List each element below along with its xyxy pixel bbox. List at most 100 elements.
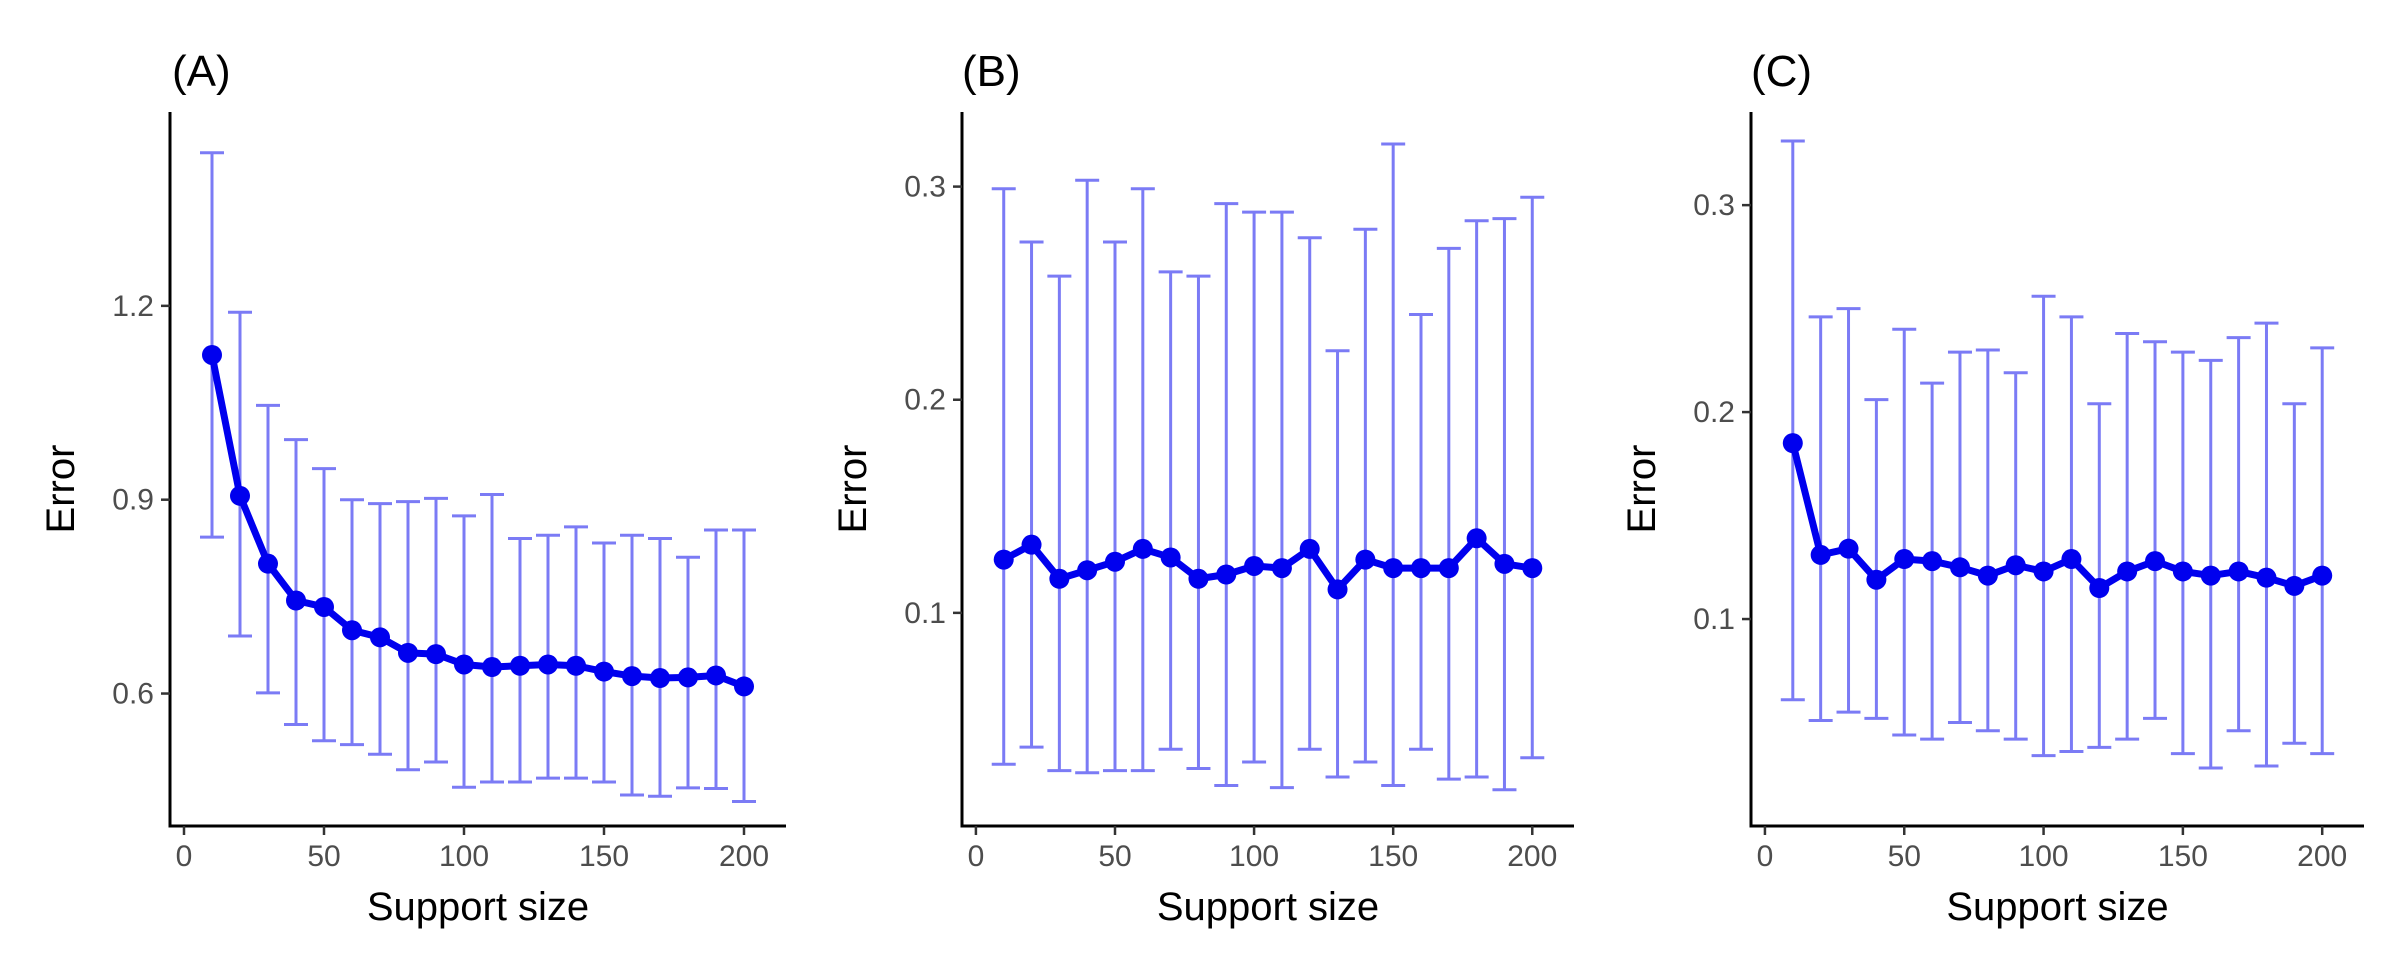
error-bar bbox=[1130, 187, 1155, 773]
y-axis-title: Error bbox=[39, 445, 83, 534]
panel-label: (C) bbox=[1751, 47, 1812, 96]
error-bar bbox=[1864, 398, 1889, 720]
data-point bbox=[342, 620, 362, 641]
data-point bbox=[2005, 555, 2026, 576]
data-point bbox=[482, 657, 502, 678]
error-bar bbox=[1186, 274, 1211, 770]
data-point bbox=[510, 655, 530, 676]
data-point bbox=[1411, 558, 1431, 579]
data-point bbox=[1977, 565, 1998, 586]
data-point bbox=[566, 655, 586, 676]
data-point bbox=[1949, 557, 1970, 578]
chart-panel-1: (B) 0 50 100 150 200 0.1 0.2 0.3 Support size Erro… bbox=[831, 47, 1574, 929]
y-tick-label: 0.6 bbox=[112, 678, 154, 711]
data-point bbox=[2284, 575, 2305, 596]
data-point bbox=[1188, 568, 1209, 589]
error-bar bbox=[480, 493, 504, 784]
error-bar bbox=[452, 514, 476, 789]
data-point bbox=[398, 642, 418, 663]
data-point bbox=[1160, 547, 1181, 568]
data-point bbox=[2200, 565, 2221, 586]
data-point bbox=[1494, 553, 1515, 574]
data-point bbox=[1522, 558, 1543, 579]
error-bar bbox=[1836, 307, 1861, 714]
error-bar bbox=[648, 536, 672, 798]
y-tick-label: 0.3 bbox=[1693, 189, 1735, 222]
data-point bbox=[594, 661, 614, 682]
data-point bbox=[2228, 561, 2249, 582]
data-point bbox=[2172, 561, 2193, 582]
data-point bbox=[370, 627, 390, 648]
error-bar bbox=[2310, 346, 2335, 756]
data-point bbox=[622, 666, 642, 687]
error-bar bbox=[1158, 270, 1183, 751]
x-tick-label: 0 bbox=[968, 840, 985, 873]
data-point bbox=[2256, 567, 2277, 588]
data-point bbox=[1894, 549, 1915, 570]
error-bar bbox=[1436, 246, 1461, 781]
x-tick-label: 50 bbox=[307, 840, 340, 873]
error-bar bbox=[1381, 142, 1406, 788]
panel-label: (B) bbox=[962, 47, 1021, 96]
data-point bbox=[426, 644, 446, 665]
y-tick-label: 0.2 bbox=[1693, 396, 1735, 429]
error-bar bbox=[2254, 321, 2279, 768]
error-bar bbox=[991, 187, 1016, 766]
x-axis-title: Support size bbox=[1946, 885, 2168, 929]
data-point bbox=[454, 654, 474, 675]
x-tick-label: 200 bbox=[1507, 840, 1557, 873]
chart-panel-0: (A) 0 50 100 150 200 0.6 0.9 1.2 Support size Erro… bbox=[39, 47, 786, 929]
data-point bbox=[538, 654, 558, 675]
error-bar bbox=[2282, 402, 2307, 745]
error-bar bbox=[1780, 139, 1805, 702]
error-bar bbox=[1947, 350, 1972, 725]
error-bar bbox=[1492, 217, 1517, 792]
data-point bbox=[1105, 551, 1125, 572]
error-bar bbox=[2059, 315, 2084, 753]
data-point bbox=[230, 485, 250, 506]
error-bar bbox=[1353, 227, 1378, 764]
data-point bbox=[314, 596, 334, 617]
error-bar bbox=[2031, 294, 2056, 758]
data-point bbox=[2089, 578, 2110, 598]
error-bar bbox=[2087, 402, 2112, 749]
error-bar bbox=[2198, 358, 2223, 770]
error-bar bbox=[1269, 210, 1294, 790]
data-point bbox=[286, 590, 306, 611]
y-axis-title: Error bbox=[1620, 445, 1664, 534]
y-axis-title: Error bbox=[831, 445, 875, 534]
data-point bbox=[258, 553, 278, 574]
data-point bbox=[1327, 579, 1348, 600]
data-point bbox=[1838, 538, 1859, 559]
data-point bbox=[706, 665, 726, 686]
data-point bbox=[1021, 534, 1042, 555]
data-point bbox=[1271, 558, 1292, 579]
x-tick-label: 150 bbox=[1368, 840, 1418, 873]
x-tick-label: 100 bbox=[2019, 840, 2069, 873]
x-tick-label: 200 bbox=[719, 840, 769, 873]
error-bar bbox=[256, 403, 280, 695]
error-bar bbox=[1892, 327, 1917, 737]
x-tick-label: 150 bbox=[579, 840, 629, 873]
x-tick-label: 50 bbox=[1888, 840, 1921, 873]
data-point bbox=[1077, 560, 1098, 581]
x-tick-label: 200 bbox=[2297, 840, 2347, 873]
x-tick-label: 100 bbox=[439, 840, 489, 873]
error-bar bbox=[564, 525, 588, 780]
error-bar bbox=[2143, 340, 2168, 720]
data-point bbox=[1782, 433, 1803, 454]
error-bar bbox=[1297, 236, 1322, 751]
data-point bbox=[1810, 544, 1831, 565]
x-axis-title: Support size bbox=[367, 885, 589, 929]
error-bar bbox=[1975, 348, 2000, 733]
error-bar bbox=[2226, 336, 2251, 733]
error-bar bbox=[396, 500, 420, 772]
error-bar bbox=[1075, 178, 1100, 775]
y-tick-label: 0.1 bbox=[904, 597, 946, 630]
y-tick-label: 0.2 bbox=[904, 384, 946, 417]
data-point bbox=[1466, 528, 1487, 549]
mean-line bbox=[208, 354, 746, 690]
error-bar bbox=[424, 496, 448, 764]
data-point bbox=[1383, 558, 1404, 579]
data-point bbox=[1299, 538, 1320, 559]
